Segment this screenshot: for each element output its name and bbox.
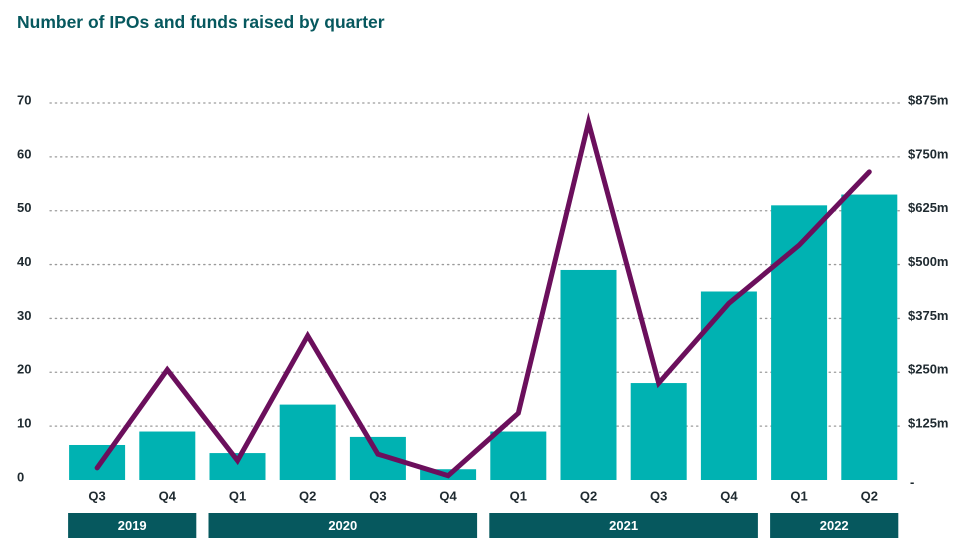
y-left-tick-label: 50: [17, 200, 31, 215]
x-tick-label: Q1: [229, 488, 246, 503]
year-band: [208, 513, 478, 538]
line-point: [447, 475, 449, 477]
bar: [771, 205, 828, 481]
line-point: [237, 460, 238, 462]
x-tick-label: Q1: [790, 488, 807, 503]
x-tick-label: Q4: [720, 488, 738, 503]
bar: [560, 269, 617, 480]
chart-title: Number of IPOs and funds raised by quart…: [17, 12, 385, 32]
line-point: [868, 171, 870, 173]
y-right-tick-label: -: [910, 474, 914, 489]
x-tick-label: Q2: [580, 488, 597, 503]
x-tick-label: Q3: [650, 488, 667, 503]
y-left-tick-label: 40: [17, 254, 31, 269]
year-band: [489, 513, 758, 538]
bar: [841, 194, 898, 481]
y-right-tick-label: $125m: [908, 416, 948, 431]
y-right-tick-label: $625m: [908, 200, 948, 215]
x-tick-label: Q4: [439, 488, 457, 503]
y-right-tick-label: $750m: [908, 146, 948, 161]
year-label: 2019: [118, 518, 147, 533]
bar: [279, 404, 336, 480]
y-right-tick-label: $250m: [908, 362, 948, 377]
year-label: 2021: [609, 518, 638, 533]
y-left-tick-label: 0: [17, 469, 24, 484]
bar: [139, 431, 196, 480]
line-point: [377, 453, 379, 455]
x-tick-label: Q2: [861, 488, 878, 503]
y-left-tick-label: 10: [17, 416, 31, 431]
y-right-tick-label: $375m: [908, 308, 948, 323]
line-point: [166, 369, 168, 371]
y-left-tick-label: 20: [17, 362, 31, 377]
x-tick-label: Q4: [159, 488, 177, 503]
line-point: [96, 467, 98, 469]
year-band: [68, 513, 197, 538]
x-tick-label: Q3: [369, 488, 386, 503]
x-tick-label: Q1: [510, 488, 527, 503]
line-point: [588, 121, 589, 123]
line-point: [307, 335, 309, 337]
y-left-tick-label: 30: [17, 308, 31, 323]
x-tick-label: Q3: [88, 488, 105, 503]
y-right-tick-label: $875m: [908, 92, 948, 107]
line-point: [728, 302, 730, 304]
x-tick-label: Q2: [299, 488, 316, 503]
line-point: [798, 244, 800, 246]
y-left-tick-label: 70: [17, 92, 31, 107]
bar: [700, 291, 757, 480]
line-point: [517, 412, 519, 414]
bar: [490, 431, 547, 480]
year-label: 2022: [820, 518, 849, 533]
bar: [69, 444, 126, 480]
y-right-tick-label: $500m: [908, 254, 948, 269]
year-label: 2020: [328, 518, 357, 533]
year-band: [770, 513, 899, 538]
y-left-tick-label: 60: [17, 146, 31, 161]
line-series: [94, 112, 872, 479]
line-point: [658, 382, 660, 384]
bar: [630, 383, 687, 480]
